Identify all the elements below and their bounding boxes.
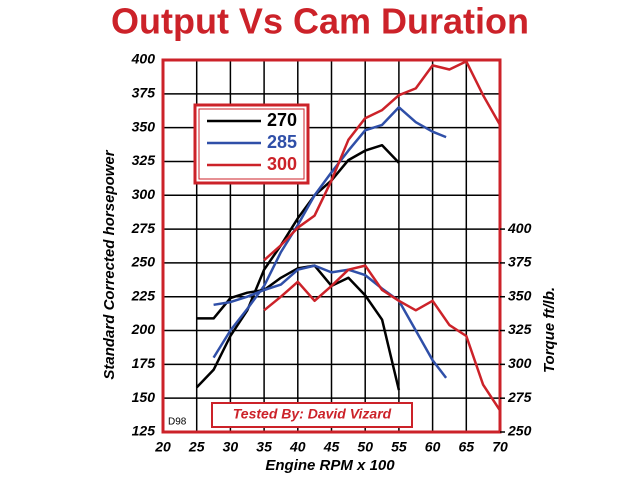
y2-tick-label: 300 (508, 355, 532, 371)
legend-label: 285 (267, 132, 297, 152)
x-tick-label: 55 (391, 439, 407, 455)
series-line (213, 264, 448, 379)
y2-tick-label: 375 (508, 254, 532, 270)
x-tick-label: 35 (256, 439, 272, 455)
series-line (212, 106, 447, 359)
x-tick-label: 25 (188, 439, 205, 455)
plot-border (161, 58, 502, 434)
chart-title: Output Vs Cam Duration (111, 1, 529, 42)
y-tick-label: 375 (132, 85, 156, 101)
series-line (195, 143, 400, 389)
y-tick-label: 275 (131, 220, 156, 236)
legend-label: 300 (267, 154, 297, 174)
series-line (196, 264, 401, 391)
series-line (263, 60, 502, 262)
y-tick-label: 400 (131, 51, 156, 67)
x-axis-label: Engine RPM x 100 (265, 457, 395, 474)
y2-tick-label: 250 (507, 423, 532, 439)
legend-box-inner (198, 108, 305, 180)
x-tick-label: 60 (425, 439, 441, 455)
x-tick-label: 50 (357, 439, 373, 455)
x-tick-label: 20 (154, 439, 171, 455)
y-axis-label: Standard Corrected horsepower (101, 149, 118, 379)
x-tick-label: 45 (323, 439, 340, 455)
y-tick-label: 300 (132, 186, 156, 202)
y-tick-label: 125 (132, 423, 156, 439)
y-tick-label: 150 (132, 389, 156, 405)
y-tick-label: 350 (132, 118, 156, 134)
x-tick-label: 30 (223, 439, 239, 455)
x-tick-label: 40 (289, 439, 306, 455)
y-tick-label: 200 (131, 321, 156, 337)
y-tick-label: 225 (131, 287, 156, 303)
y2-axis-label: Torque ft/lb. (541, 287, 558, 373)
annotation: Tested By: David Vizard (233, 406, 392, 422)
annotation-box (211, 402, 413, 428)
x-tick-label: 65 (459, 439, 475, 455)
y2-tick-label: 275 (507, 389, 532, 405)
series-line (263, 264, 502, 412)
x-tick-label: 70 (492, 439, 508, 455)
y2-tick-label: 350 (508, 287, 532, 303)
y2-tick-label: 400 (507, 220, 532, 236)
annotation: D98 (168, 417, 187, 428)
y-tick-label: 175 (132, 355, 156, 371)
y-tick-label: 250 (131, 254, 156, 270)
y2-tick-label: 325 (508, 321, 532, 337)
legend-label: 270 (267, 110, 297, 130)
y-tick-label: 325 (132, 152, 156, 168)
